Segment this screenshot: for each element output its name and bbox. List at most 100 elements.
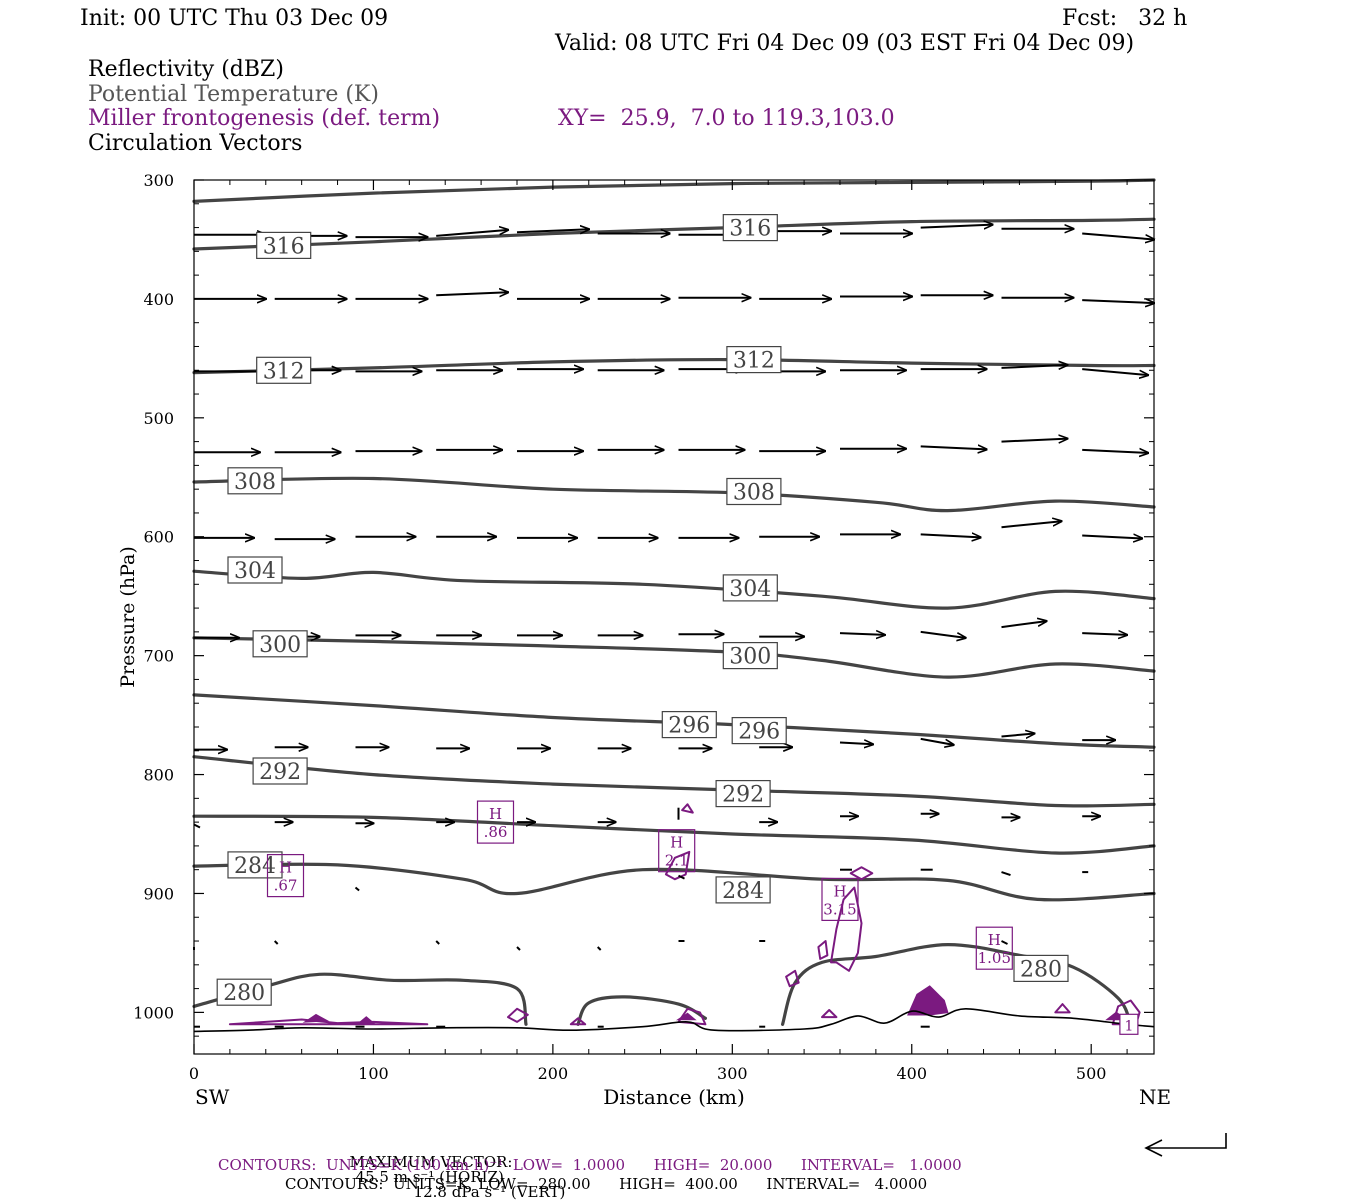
theta-label: 284 (722, 879, 764, 904)
theta-label-box (256, 356, 312, 384)
circulation-vector (920, 225, 993, 228)
max-vector-label: MAXIMUM VECTOR: (349, 1153, 513, 1171)
init-time: Init: 00 UTC Thu 03 Dec 09 (80, 6, 389, 31)
circulation-vector (920, 534, 981, 537)
circulation-vector (273, 940, 279, 945)
theta-label: 308 (733, 481, 775, 506)
circulation-vector (1001, 940, 1008, 945)
theta-contour-300 (192, 636, 1156, 679)
reflectivity-fill (302, 1013, 330, 1023)
frontogenesis-contour (228, 1018, 429, 1026)
surface-terrain-line (193, 1007, 1155, 1033)
x-axis-title: Distance (km) (603, 1085, 745, 1109)
theta-contour-284 (192, 862, 1156, 902)
frontogenesis-max-box (266, 853, 305, 898)
circulation-vector (1082, 368, 1148, 375)
theta-label-box (216, 978, 272, 1006)
frontogenesis-max-letter: H (489, 805, 502, 823)
theta-label-box (715, 876, 771, 904)
frontogenesis-contour (664, 850, 691, 881)
reference-vector-arrow (1144, 1133, 1227, 1157)
y-tick-label: 400 (143, 290, 174, 309)
theta-label: 280 (223, 981, 265, 1006)
circulation-vector (678, 874, 685, 880)
circulation-vector (516, 946, 521, 951)
circulation-vector (193, 823, 201, 829)
circulation-vector (354, 886, 360, 892)
ne-label: NE (1139, 1085, 1171, 1109)
circulation-vector (1001, 439, 1068, 442)
theta-label-box (1013, 954, 1069, 983)
x-tick-label: 400 (896, 1064, 927, 1083)
circulation-vector (1082, 633, 1127, 635)
circulation-vector (1082, 450, 1148, 453)
theta-contour-292 (192, 755, 1156, 808)
frontogenesis-contour (677, 1007, 707, 1026)
valid-time: Valid: 08 UTC Fri 04 Dec 09 (03 EST Fri … (555, 31, 1135, 56)
frontogenesis-max-box (476, 800, 515, 844)
theta-label-box (715, 779, 771, 808)
theta-label-box (252, 630, 308, 658)
x-tick-label: 0 (189, 1064, 199, 1083)
frontogenesis-contour (1054, 1003, 1071, 1014)
theta-label: 300 (729, 645, 771, 670)
plot-frame (193, 179, 1155, 1055)
y-tick-label: 900 (143, 884, 174, 903)
circulation-vector (436, 292, 508, 295)
theta-label: 308 (234, 470, 276, 495)
frontogenesis-contour (569, 1017, 587, 1026)
frontogenesis-contour (817, 940, 829, 960)
circulation-vector (435, 940, 440, 945)
x-tick-label: 300 (717, 1064, 748, 1083)
theta-label-box (227, 467, 283, 495)
field-reflectivity: Reflectivity (dBZ) (88, 57, 284, 82)
circulation-vector (436, 230, 508, 237)
theta-label-box (726, 477, 782, 506)
forecast-hour: Fcst: 32 h (1062, 6, 1188, 31)
theta-label-box (661, 710, 717, 739)
theta-label: 316 (263, 234, 305, 259)
frontogenesis-min-box (1119, 1013, 1139, 1035)
frontogenesis-max-letter: H (279, 859, 292, 877)
footer-contours-theta: CONTOURS: UNITS=K LOW= 280.00 HIGH= 400.… (285, 1175, 928, 1193)
frontogenesis-max-value: 1.05 (978, 949, 1011, 967)
theta-label: 304 (729, 577, 771, 602)
theta-label-box (731, 716, 787, 745)
frontogenesis-contour (849, 866, 874, 881)
field-circulation-vectors: Circulation Vectors (88, 131, 303, 156)
theta-label-box (722, 641, 778, 670)
circulation-vector (839, 743, 873, 745)
circulation-vector (920, 737, 954, 745)
theta-label-box (256, 231, 312, 259)
reflectivity-fill (357, 1016, 376, 1024)
footer-contours-frontogenesis: CONTOURS: UNITS=K (100 km h)⁻¹ LOW= 1.00… (218, 1156, 962, 1174)
theta-label: 300 (259, 633, 301, 658)
circulation-vector (1001, 871, 1011, 877)
frontogenesis-contour (830, 886, 863, 972)
y-tick-label: 800 (143, 766, 174, 785)
theta-label-box (252, 757, 308, 785)
frontogenesis-contour (507, 1007, 529, 1023)
x-tick-label: 200 (538, 1064, 569, 1083)
theta-label-box (722, 574, 778, 602)
field-frontogenesis: Miller frontogenesis (def. term) (88, 106, 441, 131)
theta-label: 296 (738, 720, 780, 745)
theta-label: 292 (722, 783, 764, 808)
x-tick-label: 100 (358, 1064, 389, 1083)
theta-label-box (227, 851, 283, 879)
circulation-vector (839, 633, 885, 635)
frontogenesis-contour (785, 969, 800, 988)
theta-label: 312 (263, 359, 305, 384)
y-tick-label: 1000 (133, 1003, 174, 1022)
reflectivity-fill (675, 1012, 697, 1021)
circulation-vector (1001, 621, 1047, 629)
theta-contour-308 (192, 476, 1156, 513)
cross-section-endpoints: XY= 25.9, 7.0 to 119.3,103.0 (558, 106, 895, 131)
frontogenesis-max-letter: H (670, 834, 683, 852)
theta-label: 296 (668, 714, 710, 739)
theta-label: 304 (234, 559, 276, 584)
frontogenesis-max-letter: H (833, 882, 846, 900)
field-potential-temperature: Potential Temperature (K) (88, 82, 379, 107)
x-tick-label: 500 (1076, 1064, 1107, 1083)
